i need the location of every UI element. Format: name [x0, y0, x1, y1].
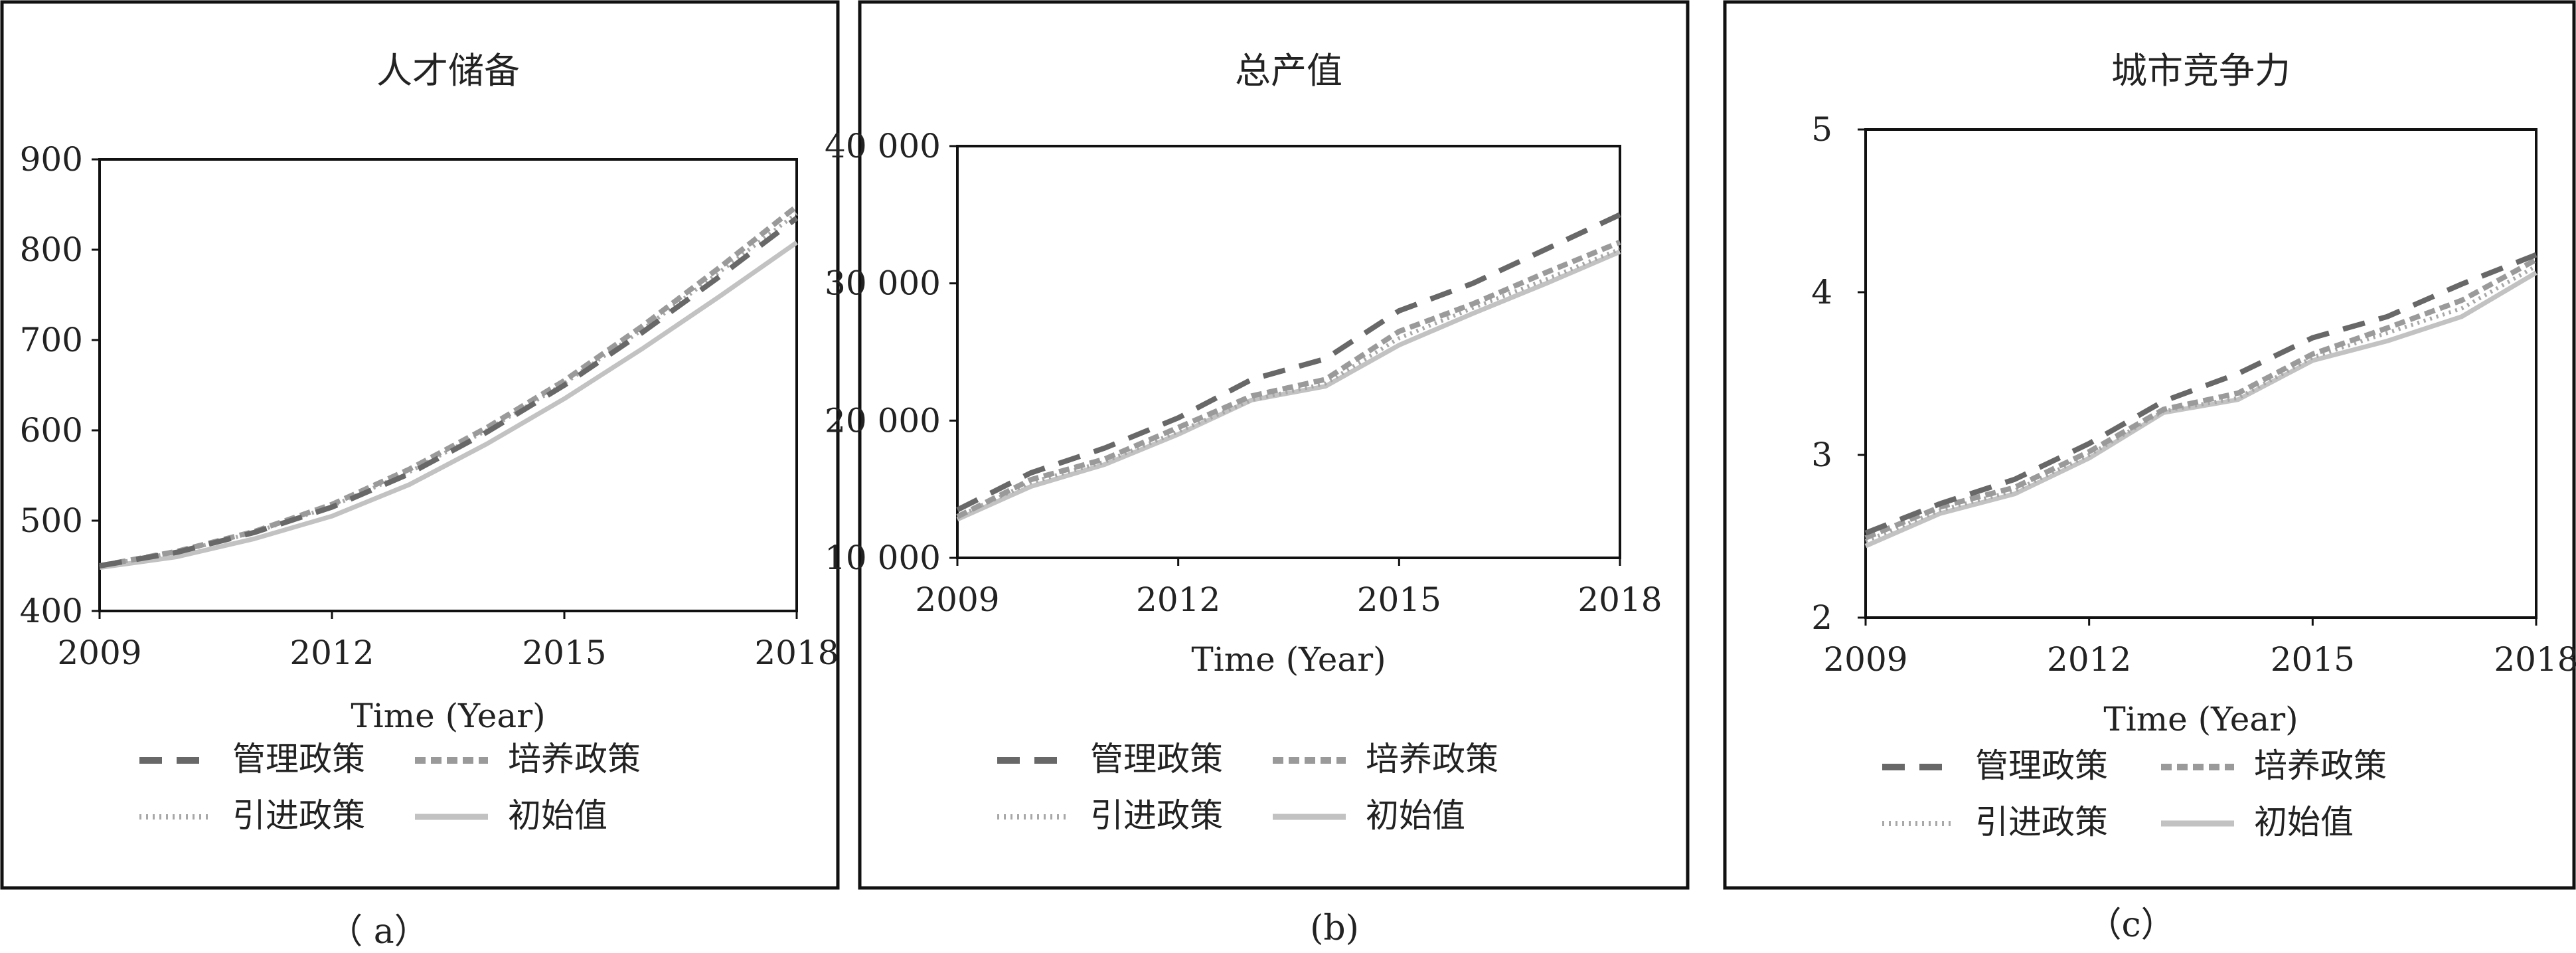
plot-area-frame — [956, 145, 1621, 559]
legend-label-3: 初始值 — [2254, 803, 2354, 841]
series-line-2 — [956, 247, 1621, 519]
x-tick-label: 2018 — [1577, 580, 1662, 619]
series-line-3 — [99, 240, 799, 570]
y-tick-label: 40 000 — [825, 127, 941, 165]
y-tick-label: 3 — [1811, 436, 1832, 474]
series-line-0 — [99, 216, 799, 568]
series-line-2 — [1864, 264, 2537, 543]
series-line-3 — [1864, 270, 2537, 549]
plot-area-frame — [98, 158, 798, 612]
chart-panel-talent-reserve: 人才储备 400 500 600 700 800 900 2009 2012 2015 2018 Ti… — [0, 0, 840, 890]
series-line-1 — [956, 239, 1621, 519]
legend-label-3: 初始值 — [1366, 796, 1465, 835]
legend-label-1: 培养政策 — [508, 740, 641, 778]
chart-title: 人才储备 — [376, 50, 520, 92]
y-tick-label: 500 — [20, 501, 83, 540]
series-line-0 — [956, 212, 1621, 513]
series-line-3 — [956, 249, 1621, 522]
x-tick-label: 2009 — [915, 580, 999, 619]
x-tick-label: 2009 — [1823, 640, 1907, 679]
plot-area-frame — [1864, 128, 2537, 619]
legend-label-0: 管理政策 — [232, 740, 365, 778]
caption-c: （c） — [2087, 905, 2176, 945]
x-tick-label: 2009 — [57, 634, 141, 672]
y-tick-label: 20 000 — [825, 401, 941, 440]
y-tick-label: 4 — [1811, 273, 1832, 311]
legend-label-3: 初始值 — [508, 796, 607, 835]
legend-label-1: 培养政策 — [2254, 746, 2387, 785]
legend-label-0: 管理政策 — [1090, 740, 1223, 778]
chart-panel-city-competitiveness: 城市竞争力 2 3 4 5 2009 2012 2015 2018 Time (Year) 管理政策… — [1723, 0, 2576, 890]
y-tick-label: 2 — [1811, 598, 1832, 637]
chart-panel-total-output: 总产值 10 000 20 000 30 000 40 000 2009 2012 2015 2… — [825, 0, 1690, 890]
x-tick-label: 2012 — [2047, 640, 2131, 679]
x-axis-label: Time (Year) — [1191, 640, 1386, 679]
series-line-1 — [99, 204, 799, 568]
y-tick-label: 700 — [20, 321, 83, 359]
series-line-2 — [99, 212, 798, 568]
y-tick-label: 900 — [20, 140, 83, 179]
chart-svg: 人才储备 400 500 600 700 800 900 2009 2012 2015 2018 Ti… — [0, 0, 840, 890]
y-tick-label: 400 — [20, 592, 83, 630]
panel-frame — [0, 0, 840, 890]
panel-frame — [1723, 0, 2576, 890]
chart-title: 总产值 — [1235, 50, 1342, 92]
x-tick-label: 2018 — [754, 634, 839, 672]
x-tick-label: 2015 — [522, 634, 606, 672]
y-tick-label: 600 — [20, 411, 83, 450]
x-axis-label: Time (Year) — [351, 697, 545, 735]
y-tick-label: 30 000 — [825, 264, 941, 303]
chart-svg: 城市竞争力 2 3 4 5 2009 2012 2015 2018 Time (Year) 管理政策… — [1723, 0, 2576, 890]
x-tick-label: 2015 — [2271, 640, 2355, 679]
chart-svg: 总产值 10 000 20 000 30 000 40 000 2009 2012 2015 2… — [825, 0, 1690, 890]
legend-label-0: 管理政策 — [1975, 746, 2108, 785]
y-tick-label: 5 — [1811, 110, 1832, 149]
chart-title: 城市竞争力 — [2111, 50, 2291, 92]
series-line-0 — [1864, 252, 2537, 536]
x-tick-label: 2015 — [1357, 580, 1441, 619]
x-tick-label: 2018 — [2494, 640, 2576, 679]
x-axis-label: Time (Year) — [2103, 700, 2298, 738]
legend-label-1: 培养政策 — [1366, 740, 1498, 778]
caption-b: (b) — [1310, 909, 1359, 948]
legend-label-2: 引进政策 — [1090, 796, 1223, 835]
y-tick-label: 10 000 — [825, 539, 941, 577]
caption-a: （ a） — [328, 912, 429, 952]
x-tick-label: 2012 — [289, 634, 374, 672]
legend-label-2: 引进政策 — [1975, 803, 2108, 841]
legend-label-2: 引进政策 — [232, 796, 365, 835]
series-line-1 — [1864, 257, 2537, 541]
y-tick-label: 800 — [20, 230, 83, 269]
panel-frame — [858, 0, 1690, 890]
x-tick-label: 2012 — [1136, 580, 1220, 619]
